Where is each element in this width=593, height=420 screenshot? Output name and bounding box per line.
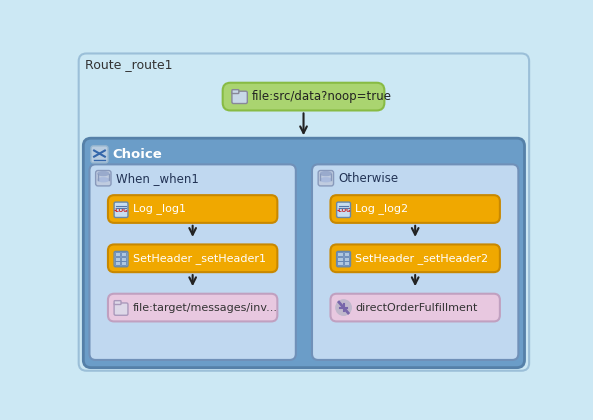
FancyBboxPatch shape xyxy=(91,146,108,163)
FancyBboxPatch shape xyxy=(79,53,529,371)
Text: directOrderFulfillment: directOrderFulfillment xyxy=(355,302,477,312)
FancyBboxPatch shape xyxy=(330,244,500,272)
Bar xyxy=(343,257,349,260)
Bar xyxy=(121,261,126,265)
FancyBboxPatch shape xyxy=(312,164,518,360)
Bar xyxy=(337,257,343,260)
Ellipse shape xyxy=(98,172,109,176)
FancyBboxPatch shape xyxy=(232,91,247,103)
FancyBboxPatch shape xyxy=(83,138,525,368)
Bar xyxy=(343,261,349,265)
FancyBboxPatch shape xyxy=(108,195,278,223)
FancyBboxPatch shape xyxy=(337,202,350,218)
Bar xyxy=(337,252,343,256)
Text: Log _log2: Log _log2 xyxy=(355,204,408,215)
FancyBboxPatch shape xyxy=(108,244,278,272)
Text: When _when1: When _when1 xyxy=(116,172,199,185)
FancyBboxPatch shape xyxy=(330,195,500,223)
FancyBboxPatch shape xyxy=(90,164,296,360)
Bar xyxy=(115,257,120,260)
Text: SetHeader _setHeader2: SetHeader _setHeader2 xyxy=(355,253,488,264)
Ellipse shape xyxy=(320,178,331,182)
Text: file:target/messages/inv...: file:target/messages/inv... xyxy=(133,302,278,312)
FancyBboxPatch shape xyxy=(337,251,350,267)
Ellipse shape xyxy=(320,172,331,176)
FancyBboxPatch shape xyxy=(223,83,384,110)
Bar xyxy=(343,252,349,256)
Circle shape xyxy=(336,300,351,315)
Text: Route _route1: Route _route1 xyxy=(85,58,173,71)
Ellipse shape xyxy=(98,178,109,182)
FancyBboxPatch shape xyxy=(114,251,128,267)
Text: -LOG: -LOG xyxy=(114,208,128,213)
FancyBboxPatch shape xyxy=(95,171,111,186)
Bar xyxy=(121,252,126,256)
Text: -LOG: -LOG xyxy=(336,208,351,213)
FancyBboxPatch shape xyxy=(318,171,333,186)
Bar xyxy=(337,261,343,265)
FancyBboxPatch shape xyxy=(114,301,121,304)
FancyBboxPatch shape xyxy=(114,202,128,218)
FancyBboxPatch shape xyxy=(114,303,128,315)
FancyBboxPatch shape xyxy=(108,294,278,321)
Text: SetHeader _setHeader1: SetHeader _setHeader1 xyxy=(133,253,266,264)
Bar xyxy=(115,261,120,265)
FancyBboxPatch shape xyxy=(330,294,500,321)
Text: file:src/data?noop=true: file:src/data?noop=true xyxy=(252,90,392,103)
Bar xyxy=(121,257,126,260)
Text: Otherwise: Otherwise xyxy=(338,172,398,185)
FancyBboxPatch shape xyxy=(232,89,239,94)
Text: Log _log1: Log _log1 xyxy=(133,204,186,215)
Text: Choice: Choice xyxy=(113,148,162,161)
Bar xyxy=(115,252,120,256)
